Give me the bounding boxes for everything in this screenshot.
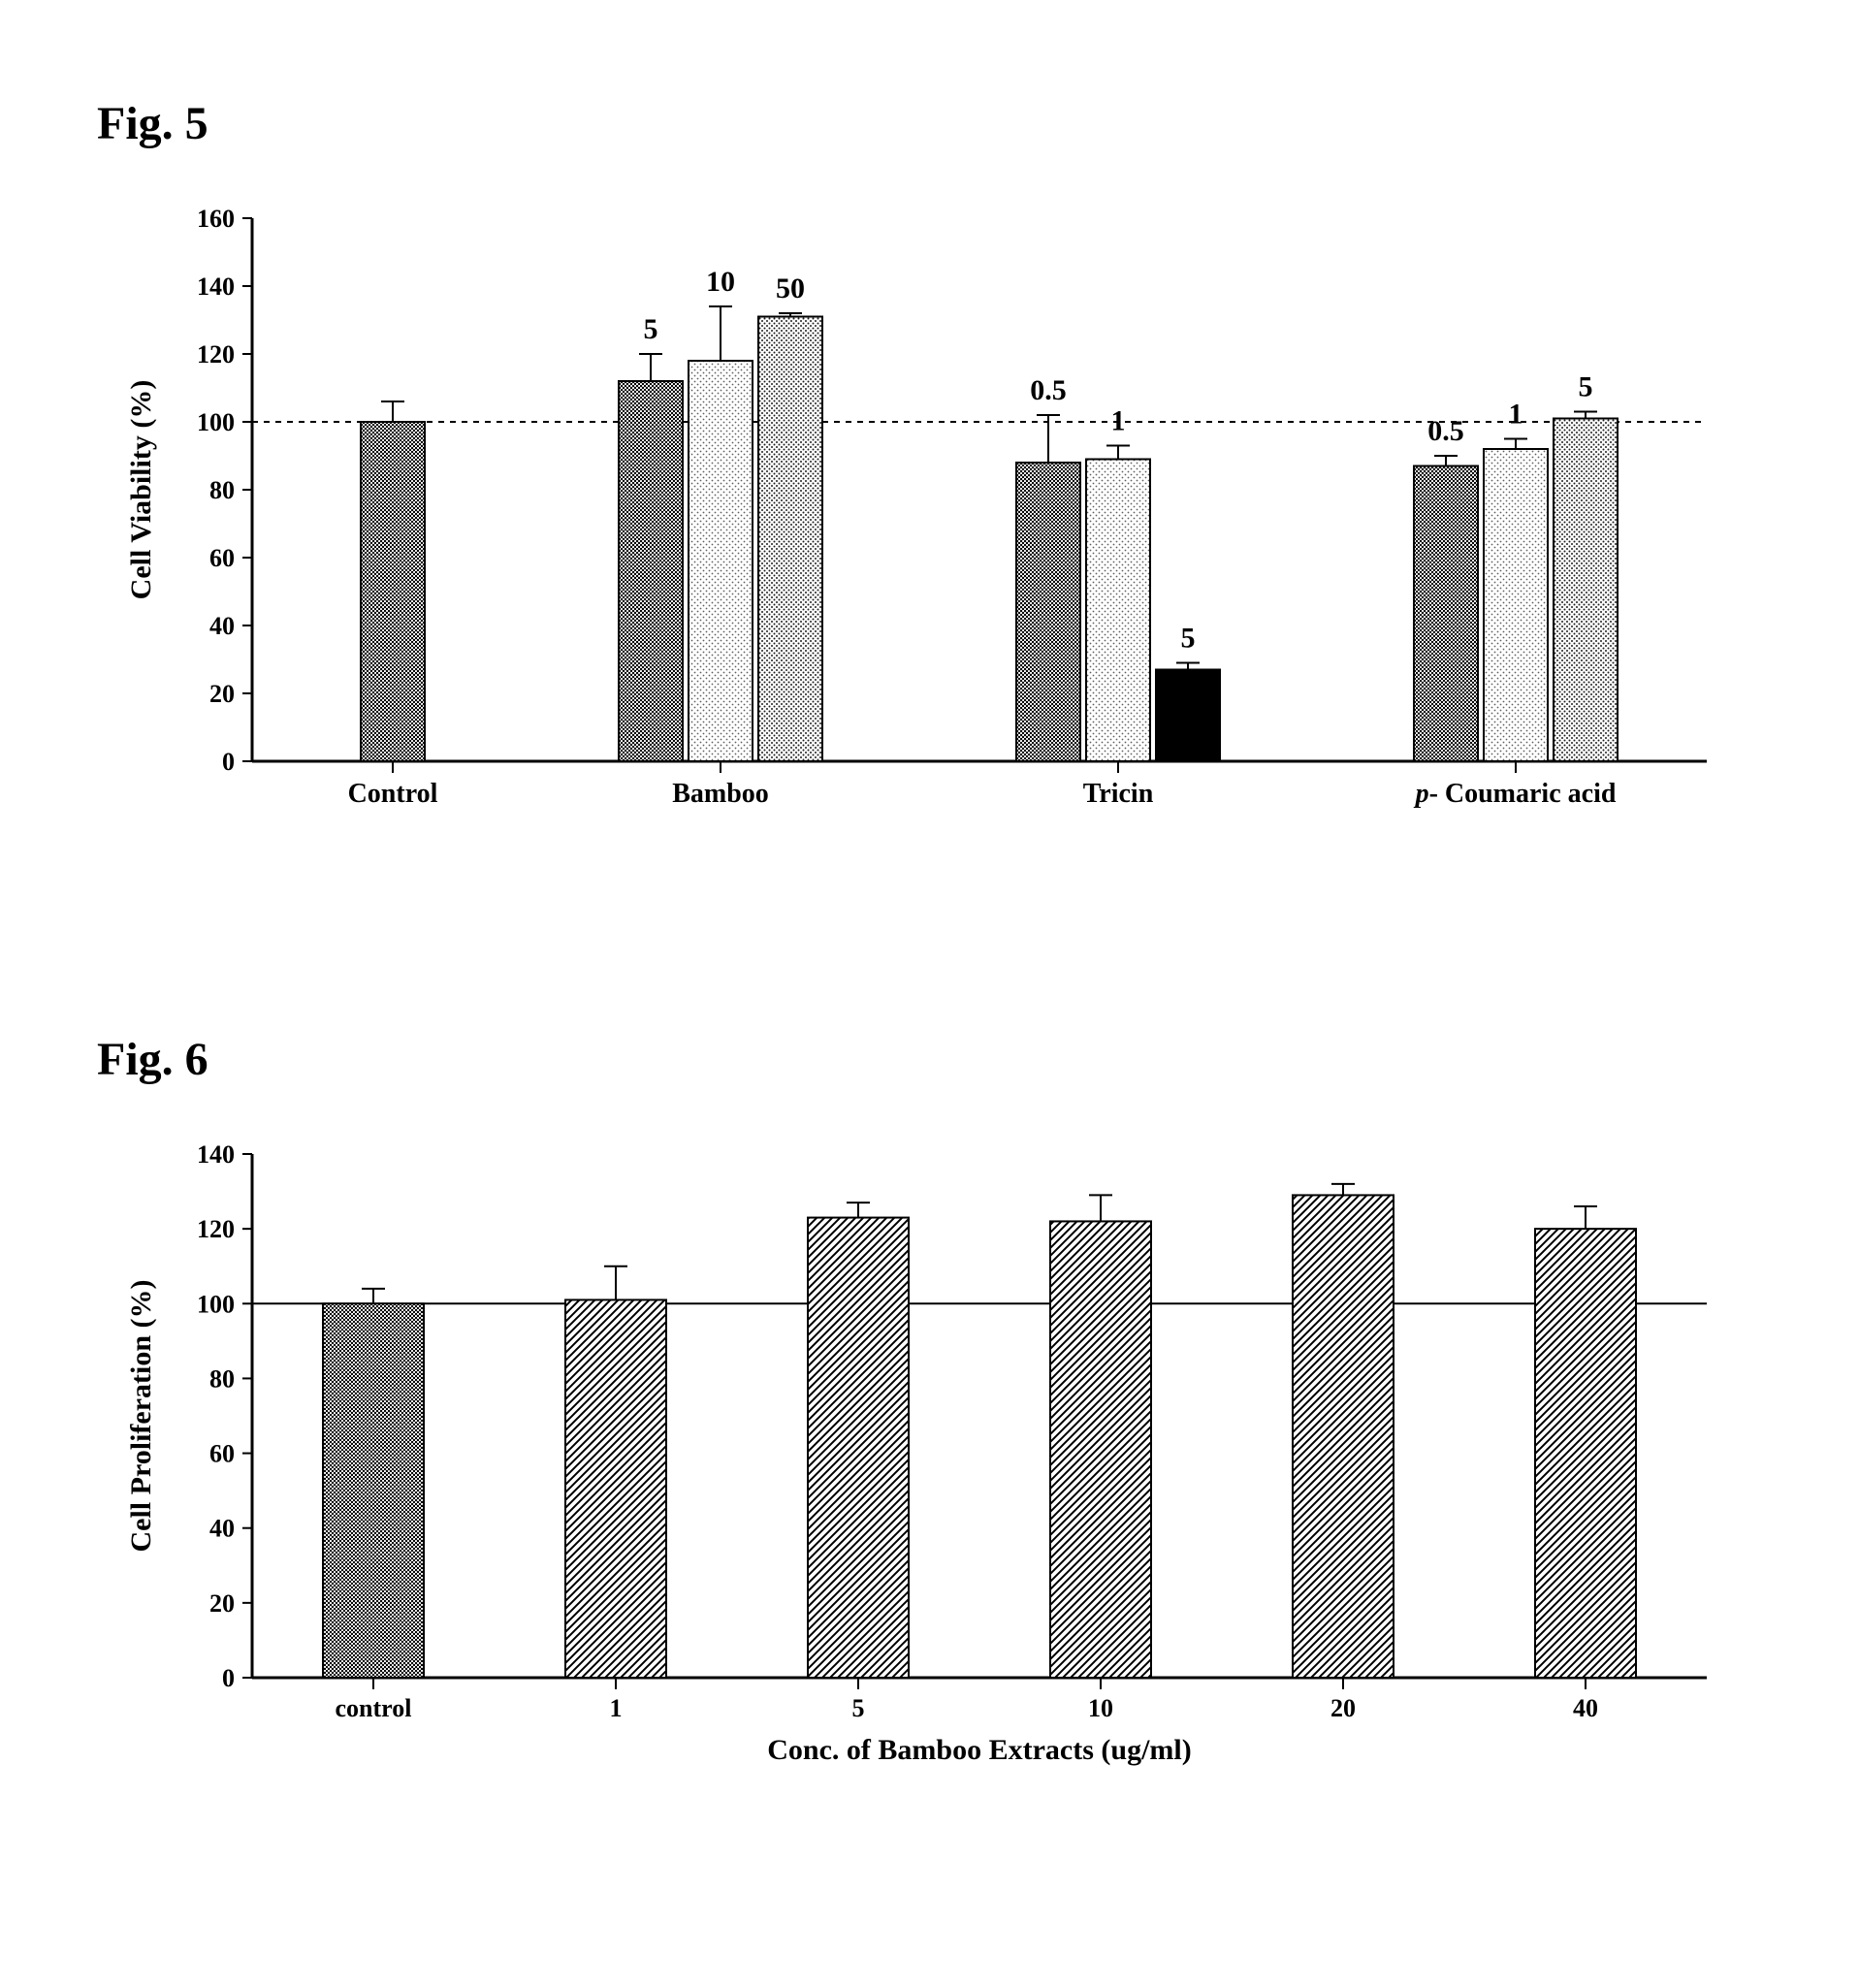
fig5-bar-label: 5	[1181, 623, 1196, 655]
fig6-bar	[1535, 1229, 1636, 1678]
fig5-bar-label: 5	[1579, 371, 1593, 403]
fig5-bar	[361, 422, 425, 761]
fig5-ytick: 120	[197, 340, 235, 369]
fig6-ytick: 20	[209, 1589, 235, 1618]
fig6-xlabel: Conc. of Bamboo Extracts (ug/ml)	[767, 1734, 1191, 1766]
fig5-bar	[1016, 463, 1080, 761]
fig6-xtick-label: 20	[1330, 1694, 1356, 1722]
fig6-chart: 020406080100120140Cell Proliferation (%)…	[97, 1115, 1762, 1813]
fig5-chart: 0 20 40 60 80 100 120 140 160 Cell Viability (%) C…	[97, 179, 1762, 878]
fig5-ytick: 0	[222, 748, 235, 776]
fig6-bar	[1050, 1221, 1151, 1678]
fig6-bar	[565, 1299, 666, 1678]
fig6-ytick: 140	[197, 1140, 235, 1169]
fig5-bar-label: 50	[776, 273, 805, 305]
fig5-bar-label: 0.5	[1427, 415, 1464, 447]
fig5-bar-label: 0.5	[1030, 374, 1067, 406]
fig5-xtick-label: Control	[348, 779, 438, 809]
fig5-bar	[758, 317, 822, 762]
fig5-bar-label: 10	[706, 266, 735, 298]
fig6-xtick-label: control	[336, 1694, 412, 1722]
fig5-ytick: 60	[209, 544, 235, 572]
fig6-ytick: 60	[209, 1440, 235, 1468]
fig6-ylabel: Cell Proliferation (%)	[125, 1279, 157, 1552]
fig6-bar	[1293, 1195, 1394, 1678]
fig6-xtick-label: 40	[1573, 1694, 1598, 1722]
fig5-bar-label: 1	[1111, 405, 1126, 437]
fig5-bar	[1086, 460, 1150, 762]
fig6-xtick-label: 1	[610, 1694, 623, 1722]
fig5-xtick-label: Bamboo	[672, 779, 769, 809]
fig6-ytick: 0	[222, 1664, 235, 1692]
fig5-ytick: 100	[197, 408, 235, 436]
fig5-ytick: 140	[197, 273, 235, 301]
fig5-ytick: 160	[197, 205, 235, 233]
fig5-ytick: 20	[209, 680, 235, 708]
fig5-bar	[619, 381, 683, 761]
fig5-bar-label: 1	[1509, 399, 1523, 431]
fig5-bar	[1554, 419, 1618, 762]
fig5-bar	[1156, 670, 1220, 762]
fig6-xtick-label: 5	[852, 1694, 865, 1722]
fig5-ylabel: Cell Viability (%)	[125, 380, 157, 600]
fig5-xtick-label: p- Coumaric acid	[1414, 779, 1617, 809]
fig5-label: Fig. 5	[97, 97, 1762, 150]
fig6-xtick-label: 10	[1088, 1694, 1113, 1722]
fig6-ytick: 100	[197, 1290, 235, 1318]
fig6-bar	[323, 1303, 424, 1678]
fig6-ytick: 120	[197, 1215, 235, 1243]
fig5-bar	[1414, 466, 1478, 762]
fig6-ytick: 40	[209, 1515, 235, 1543]
page: Fig. 5 020406080100120140160Cell Viabili…	[0, 0, 1859, 1988]
fig6-label: Fig. 6	[97, 1033, 1762, 1086]
fig5-ytick: 80	[209, 476, 235, 504]
fig5-bar-label: 5	[644, 313, 658, 345]
fig5-bar	[689, 361, 753, 761]
fig5-ytick: 40	[209, 612, 235, 640]
fig6-ytick: 80	[209, 1364, 235, 1393]
fig5-bar	[1484, 449, 1548, 761]
fig6-bar	[808, 1218, 909, 1678]
fig5-xtick-label: Tricin	[1083, 779, 1154, 809]
